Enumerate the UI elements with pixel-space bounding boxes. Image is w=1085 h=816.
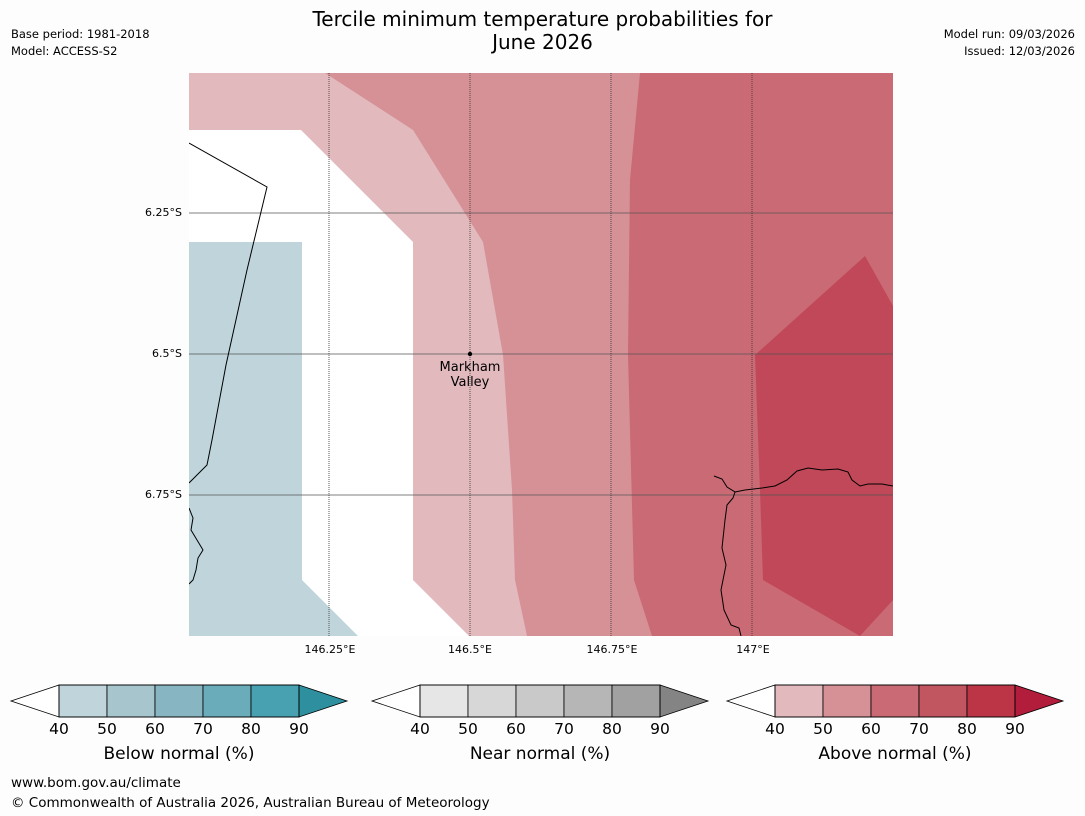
below-normal-upper-extension [298,684,349,718]
below-normal-tick-label: 40 [49,720,69,738]
above-normal-colorbar [774,684,1016,718]
below-normal-tick-label: 70 [193,720,213,738]
near-normal-colorbar-frame [419,684,661,718]
near-normal-colorbar-segment [563,684,613,718]
above-normal-colorbar-segment [966,684,1016,718]
near-normal-colorbar-segment [611,684,661,718]
near-normal-tick-label: 40 [410,720,430,738]
base-period-text: Base period: 1981-2018 [11,27,150,41]
above-normal-colorbar-segment [822,684,872,718]
coastline-southwest [189,507,204,585]
longitude-label-146-5: 146.5°E [448,643,492,656]
latitude-label-6-75: 6.75°S [145,488,182,501]
below-normal-colorbar-segment [58,684,108,718]
below-normal-tick-label: 50 [97,720,117,738]
near-normal-colorbar-title: Near normal (%) [469,744,611,764]
place-label-line-2: Valley [450,375,490,390]
latitude-label-6-5: 6.5°S [152,347,182,360]
near-normal-lower-extension [370,684,421,718]
above-normal-tick-label: 70 [909,720,929,738]
above-normal-colorbar-segment [918,684,968,718]
above-normal-colorbar-title: Above normal (%) [818,744,972,764]
model-run-text: Model run: 09/03/2026 [943,27,1075,41]
footer-url: www.bom.gov.au/climate [11,775,181,791]
near-normal-colorbar-segment [419,684,469,718]
above-normal-70-80-area [755,256,893,636]
near-normal-tick-label: 60 [506,720,526,738]
latitude-label-6-25: 6.25°S [145,206,182,219]
below-normal-colorbar-title: Below normal (%) [103,744,255,764]
coastline-west [189,142,268,484]
header-meta-right: Model run: 09/03/2026 Issued: 12/03/2026 [944,26,1075,60]
below-normal-colorbar-frame [58,684,300,718]
near-normal-colorbar-segment [515,684,565,718]
place-label-markham-valley: Markham Valley [440,360,501,390]
footer-copyright: © Commonwealth of Australia 2026, Austra… [11,795,490,811]
near-normal-colorbar-segment [467,684,517,718]
above-normal-tick-label: 90 [1005,720,1025,738]
above-normal-upper-extension [1014,684,1065,718]
below-normal-tick-label: 60 [145,720,165,738]
near-normal-colorbar [419,684,661,718]
below-normal-colorbar-segment [250,684,300,718]
above-normal-colorbar-frame [774,684,1016,718]
above-normal-tick-label: 50 [813,720,833,738]
near-normal-tick-label: 50 [458,720,478,738]
issued-text: Issued: 12/03/2026 [964,44,1075,58]
above-normal-tick-label: 40 [765,720,785,738]
longitude-label-146-25: 146.25°E [304,643,356,656]
near-normal-upper-extension [659,684,710,718]
near-normal-tick-label: 90 [650,720,670,738]
above-normal-colorbar-segment [870,684,920,718]
near-normal-tick-label: 70 [554,720,574,738]
map-title: Tercile minimum temperature probabilitie… [0,8,1085,54]
place-label-line-1: Markham [439,360,501,375]
map-panel [189,73,893,636]
above-normal-tick-label: 80 [957,720,977,738]
below-normal-colorbar-segment [106,684,156,718]
above-normal-tick-label: 60 [861,720,881,738]
below-normal-tick-label: 80 [241,720,261,738]
model-text: Model: ACCESS-S2 [11,44,118,58]
longitude-label-147: 147°E [736,643,770,656]
above-normal-colorbar-segment [774,684,824,718]
title-line-2: June 2026 [492,30,593,54]
below-normal-tick-label: 90 [289,720,309,738]
coastline-southeast-west [713,475,742,636]
below-normal-colorbar-segment [154,684,204,718]
below-normal-colorbar-segment [202,684,252,718]
header-meta-left: Base period: 1981-2018 Model: ACCESS-S2 [11,26,150,60]
below-normal-lower-extension [9,684,60,718]
near-normal-tick-label: 80 [602,720,622,738]
below-normal-colorbar [58,684,300,718]
markham-valley-marker-icon [467,351,473,357]
coastline-southeast-north [734,467,893,493]
longitude-label-146-75: 146.75°E [586,643,638,656]
above-normal-lower-extension [725,684,776,718]
title-line-1: Tercile minimum temperature probabilitie… [312,7,773,31]
